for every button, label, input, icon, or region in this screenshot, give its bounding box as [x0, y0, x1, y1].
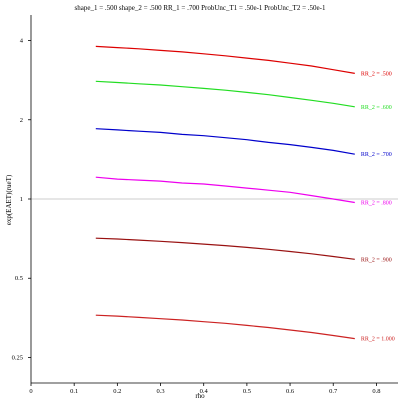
x-tick-label: 0.7 [329, 388, 338, 395]
chart-title: shape_1 = .500 shape_2 = .500 RR_1 = .70… [75, 4, 326, 12]
y-tick-label: 2 [20, 117, 23, 124]
series-line [95, 45, 355, 74]
x-tick-label: 0.5 [243, 388, 251, 395]
series-label: RR_2 = .500 [361, 71, 392, 77]
series-line [95, 128, 355, 155]
series-label: RR_2 = .600 [361, 105, 392, 111]
x-tick-label: 0 [29, 388, 32, 395]
x-tick-label: 0.6 [286, 388, 295, 395]
series-label: RR_2 = .900 [361, 257, 392, 263]
x-tick-label: 0.3 [156, 388, 164, 395]
x-tick-label: 0.1 [70, 388, 78, 395]
axes: 0 0.1 0.2 0.3 0.4 0.5 0.6 0.7 0.8 0.25 0.5 1 2 4 [12, 15, 398, 395]
series-lines [95, 45, 355, 340]
series-line [95, 237, 355, 260]
series-labels: RR_2 = .500 RR_2 = .600 RR_2 = .700 RR_2 = … [361, 71, 395, 342]
x-tick-label: 0.8 [372, 388, 380, 395]
series-line [95, 176, 355, 204]
x-axis-label: rho [195, 392, 205, 400]
y-tick-label: 0.25 [12, 354, 23, 361]
y-tick-label: 0.5 [15, 275, 23, 282]
x-tick-label: 0.4 [200, 388, 209, 395]
x-tick-label: 0.2 [113, 388, 121, 395]
y-tick-label: 1 [20, 196, 23, 203]
series-line [95, 314, 355, 340]
y-axis-label: exp(EAET)(rueT) [5, 174, 13, 225]
series-label: RR_2 = .800 [361, 200, 392, 206]
series-label: RR_2 = 1.000 [361, 337, 395, 343]
series-line [95, 80, 355, 108]
y-tick-label: 4 [20, 38, 24, 45]
series-label: RR_2 = .700 [361, 152, 392, 158]
